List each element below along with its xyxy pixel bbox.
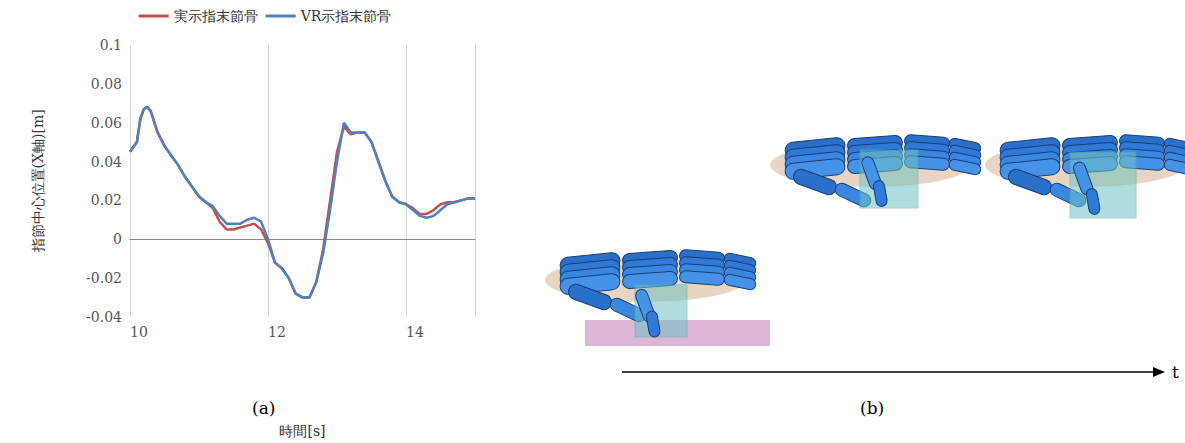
svg-text:0.06: 0.06 [91, 115, 122, 131]
svg-text:0: 0 [113, 231, 122, 247]
svg-text:0.1: 0.1 [100, 37, 122, 53]
svg-text:t: t [1172, 362, 1179, 382]
html-text:(a): (a) [252, 398, 276, 418]
svg-text:時間[s]: 時間[s] [279, 423, 325, 439]
svg-text:指節中心位置(X軸)[m]: 指節中心位置(X軸)[m] [30, 109, 46, 253]
svg-text:0.02: 0.02 [91, 192, 122, 208]
svg-text:10: 10 [130, 324, 148, 340]
svg-text:12: 12 [268, 324, 286, 340]
svg-text:0.04: 0.04 [91, 154, 122, 170]
svg-text:-0.02: -0.02 [86, 270, 122, 286]
html-text:(b): (b) [860, 398, 885, 418]
svg-text:14: 14 [406, 324, 424, 340]
svg-text:-0.04: -0.04 [86, 309, 122, 325]
svg-text:実示指末節骨: 実示指末節骨 [174, 8, 258, 24]
svg-text:0.08: 0.08 [91, 76, 122, 92]
svg-text:VR示指末節骨: VR示指末節骨 [300, 8, 392, 24]
